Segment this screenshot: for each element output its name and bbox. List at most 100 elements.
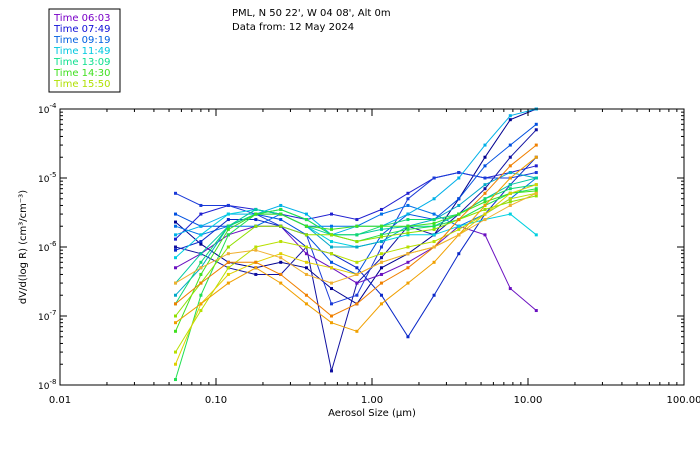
data-point-blue-2 [379, 245, 383, 249]
legend-entry-4: Time 11:49 [53, 46, 110, 57]
data-point-orange-1 [406, 281, 410, 285]
data-point-orange-2 [279, 272, 283, 276]
data-point-cyan-2 [508, 212, 512, 216]
data-point-cyan-3 [329, 245, 333, 249]
data-point-lime-1 [406, 231, 410, 235]
data-point-cyan-2 [432, 233, 436, 237]
y-axis-label: dV/d(log R) (cm³/cm⁻³) [18, 190, 29, 304]
data-point-yellow-1 [534, 183, 538, 187]
data-point-orange-2 [508, 164, 512, 168]
legend-entry-3: Time 09:19 [53, 35, 110, 46]
data-point-navy-1 [329, 287, 333, 291]
data-point-navy-2 [379, 256, 383, 260]
data-point-orange-3 [279, 256, 283, 260]
legend-entry-6: Time 14:30 [53, 68, 110, 79]
data-point-navy-2 [329, 369, 333, 373]
data-point-green-1 [226, 224, 230, 228]
data-point-navy-1 [483, 155, 487, 159]
data-point-blue-2 [226, 203, 230, 207]
data-point-lime-2 [173, 350, 177, 354]
data-point-blue-5 [379, 293, 383, 297]
data-point-lime-2 [226, 266, 230, 270]
x-tick-label: 100.00 [667, 395, 700, 406]
data-point-purple-1 [508, 287, 512, 291]
data-point-green-2 [226, 233, 230, 237]
data-point-orange-1 [508, 176, 512, 180]
data-point-lime-2 [199, 309, 203, 313]
data-point-purple-1 [483, 233, 487, 237]
data-point-orange-2 [406, 266, 410, 270]
series-layer [173, 107, 538, 382]
data-point-orange-2 [329, 314, 333, 318]
data-point-orange-1 [304, 302, 308, 306]
data-point-green-2 [199, 293, 203, 297]
data-point-blue-5 [355, 266, 359, 270]
data-point-lime-1 [508, 200, 512, 204]
data-point-orange-1 [329, 321, 333, 325]
data-point-yellow-1 [508, 191, 512, 195]
data-point-navy-1 [199, 242, 203, 246]
data-point-blue-5 [226, 218, 230, 222]
data-point-lime-1 [279, 224, 283, 228]
data-point-green-3 [534, 189, 538, 193]
data-point-lime-2 [406, 245, 410, 249]
data-point-orange-1 [173, 321, 177, 325]
data-point-teal-1 [534, 176, 538, 180]
data-point-cyan-3 [483, 183, 487, 187]
data-point-purple-1 [379, 272, 383, 276]
data-point-cyan-1 [279, 203, 283, 207]
data-point-blue-2 [534, 171, 538, 175]
data-point-blue-5 [173, 248, 177, 252]
data-point-blue-3 [329, 260, 333, 264]
data-point-blue-4 [173, 224, 177, 228]
data-point-blue-2 [199, 203, 203, 207]
data-point-green-3 [329, 227, 333, 231]
data-point-navy-2 [534, 128, 538, 132]
data-point-navy-2 [508, 155, 512, 159]
data-point-yellow-1 [279, 252, 283, 256]
data-point-navy-1 [173, 220, 177, 224]
data-point-blue-1 [534, 164, 538, 168]
data-point-orange-2 [379, 281, 383, 285]
data-point-green-2 [304, 218, 308, 222]
data-point-blue-1 [406, 191, 410, 195]
data-point-teal-1 [508, 183, 512, 187]
x-tick-label: 0.01 [49, 395, 71, 406]
data-point-cyan-1 [483, 143, 487, 147]
data-point-lime-1 [329, 233, 333, 237]
data-point-cyan-1 [304, 212, 308, 216]
data-point-orange-2 [173, 302, 177, 306]
data-point-cyan-1 [199, 224, 203, 228]
data-point-green-3 [279, 212, 283, 216]
data-point-lime-1 [379, 235, 383, 239]
legend-frame [48, 8, 121, 93]
data-point-orange-3 [457, 233, 461, 237]
data-point-blue-4 [432, 212, 436, 216]
data-point-cyan-2 [226, 212, 230, 216]
data-point-orange-1 [279, 281, 283, 285]
data-point-orange-1 [432, 260, 436, 264]
data-point-navy-1 [508, 118, 512, 122]
data-point-orange-2 [226, 260, 230, 264]
data-point-lime-1 [355, 240, 359, 244]
data-point-blue-5 [457, 252, 461, 256]
data-point-yellow-1 [226, 272, 230, 276]
data-point-cyan-3 [355, 245, 359, 249]
data-point-blue-3 [173, 212, 177, 216]
data-point-orange-2 [457, 218, 461, 222]
data-point-purple-1 [304, 252, 308, 256]
data-point-cyan-2 [406, 233, 410, 237]
data-point-orange-1 [534, 155, 538, 159]
data-point-cyan-3 [379, 240, 383, 244]
data-point-blue-2 [483, 176, 487, 180]
data-point-blue-3 [508, 143, 512, 147]
data-point-blue-2 [173, 191, 177, 195]
data-point-navy-2 [483, 187, 487, 191]
data-point-orange-3 [304, 272, 308, 276]
data-point-blue-1 [355, 218, 359, 222]
data-point-cyan-1 [432, 197, 436, 201]
data-point-orange-1 [254, 266, 258, 270]
data-point-cyan-2 [199, 233, 203, 237]
data-point-blue-4 [379, 212, 383, 216]
